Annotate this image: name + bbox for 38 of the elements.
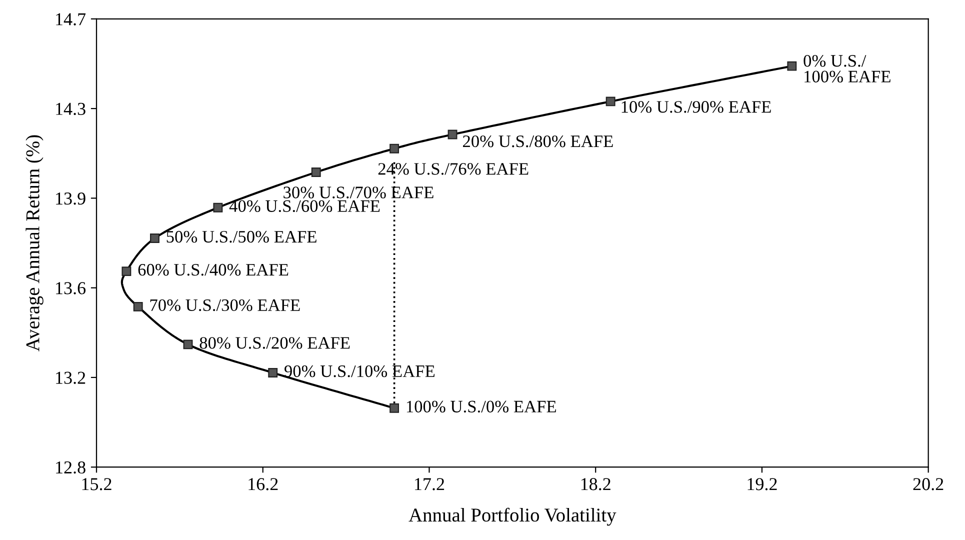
x-tick-label: 20.2 xyxy=(913,478,944,490)
point xyxy=(787,61,797,71)
y-tick-label: 13.9 xyxy=(56,192,86,205)
point xyxy=(213,202,223,212)
annotation: 30% U.S./70% EAFE xyxy=(284,186,434,198)
x-tick-label: 17.2 xyxy=(415,478,444,490)
y-axis-title: Average Annual Return (%) xyxy=(26,135,44,352)
annotation: 70% U.S./30% EAFE xyxy=(150,299,300,312)
x-tick-label: 16.2 xyxy=(248,478,278,490)
annotation: 60% U.S./40% EAFE xyxy=(138,264,288,276)
annotation: 20% U.S./80% EAFE xyxy=(463,135,613,148)
point xyxy=(448,130,458,140)
point xyxy=(311,168,321,177)
point xyxy=(122,266,132,276)
annotation: 50% U.S./50% EAFE xyxy=(166,230,316,243)
annotation: 24% U.S./76% EAFE xyxy=(378,163,528,175)
annotation: 90% U.S./10% EAFE xyxy=(284,365,435,378)
point xyxy=(133,302,143,312)
x-tick-label: 19.2 xyxy=(748,478,777,490)
point xyxy=(150,234,160,244)
y-tick-label: 14.7 xyxy=(56,13,86,26)
annotation: 100% U.S./0% EAFE xyxy=(406,400,556,413)
x-tick-label: 18.2 xyxy=(581,478,610,490)
y-tick-label: 12.8 xyxy=(56,461,86,474)
y-tick-label: 14.3 xyxy=(56,102,86,116)
x-axis-title: Annual Portfolio Volatility xyxy=(408,508,616,526)
point xyxy=(390,144,400,154)
x-tick-label: 15.2 xyxy=(82,478,112,490)
point xyxy=(268,368,278,378)
annotation: 40% U.S./60% EAFE xyxy=(229,200,380,212)
y-tick-label: 13.6 xyxy=(56,282,86,294)
annotation: 10% U.S./90% EAFE xyxy=(622,101,771,113)
y-tick-label: 13.2 xyxy=(56,372,86,384)
annotation: 80% U.S./20% EAFE xyxy=(200,337,350,349)
annotation: 0% U.S./ 100% EAFE xyxy=(804,55,890,83)
point xyxy=(390,403,400,413)
point xyxy=(606,96,616,106)
point xyxy=(183,340,193,350)
